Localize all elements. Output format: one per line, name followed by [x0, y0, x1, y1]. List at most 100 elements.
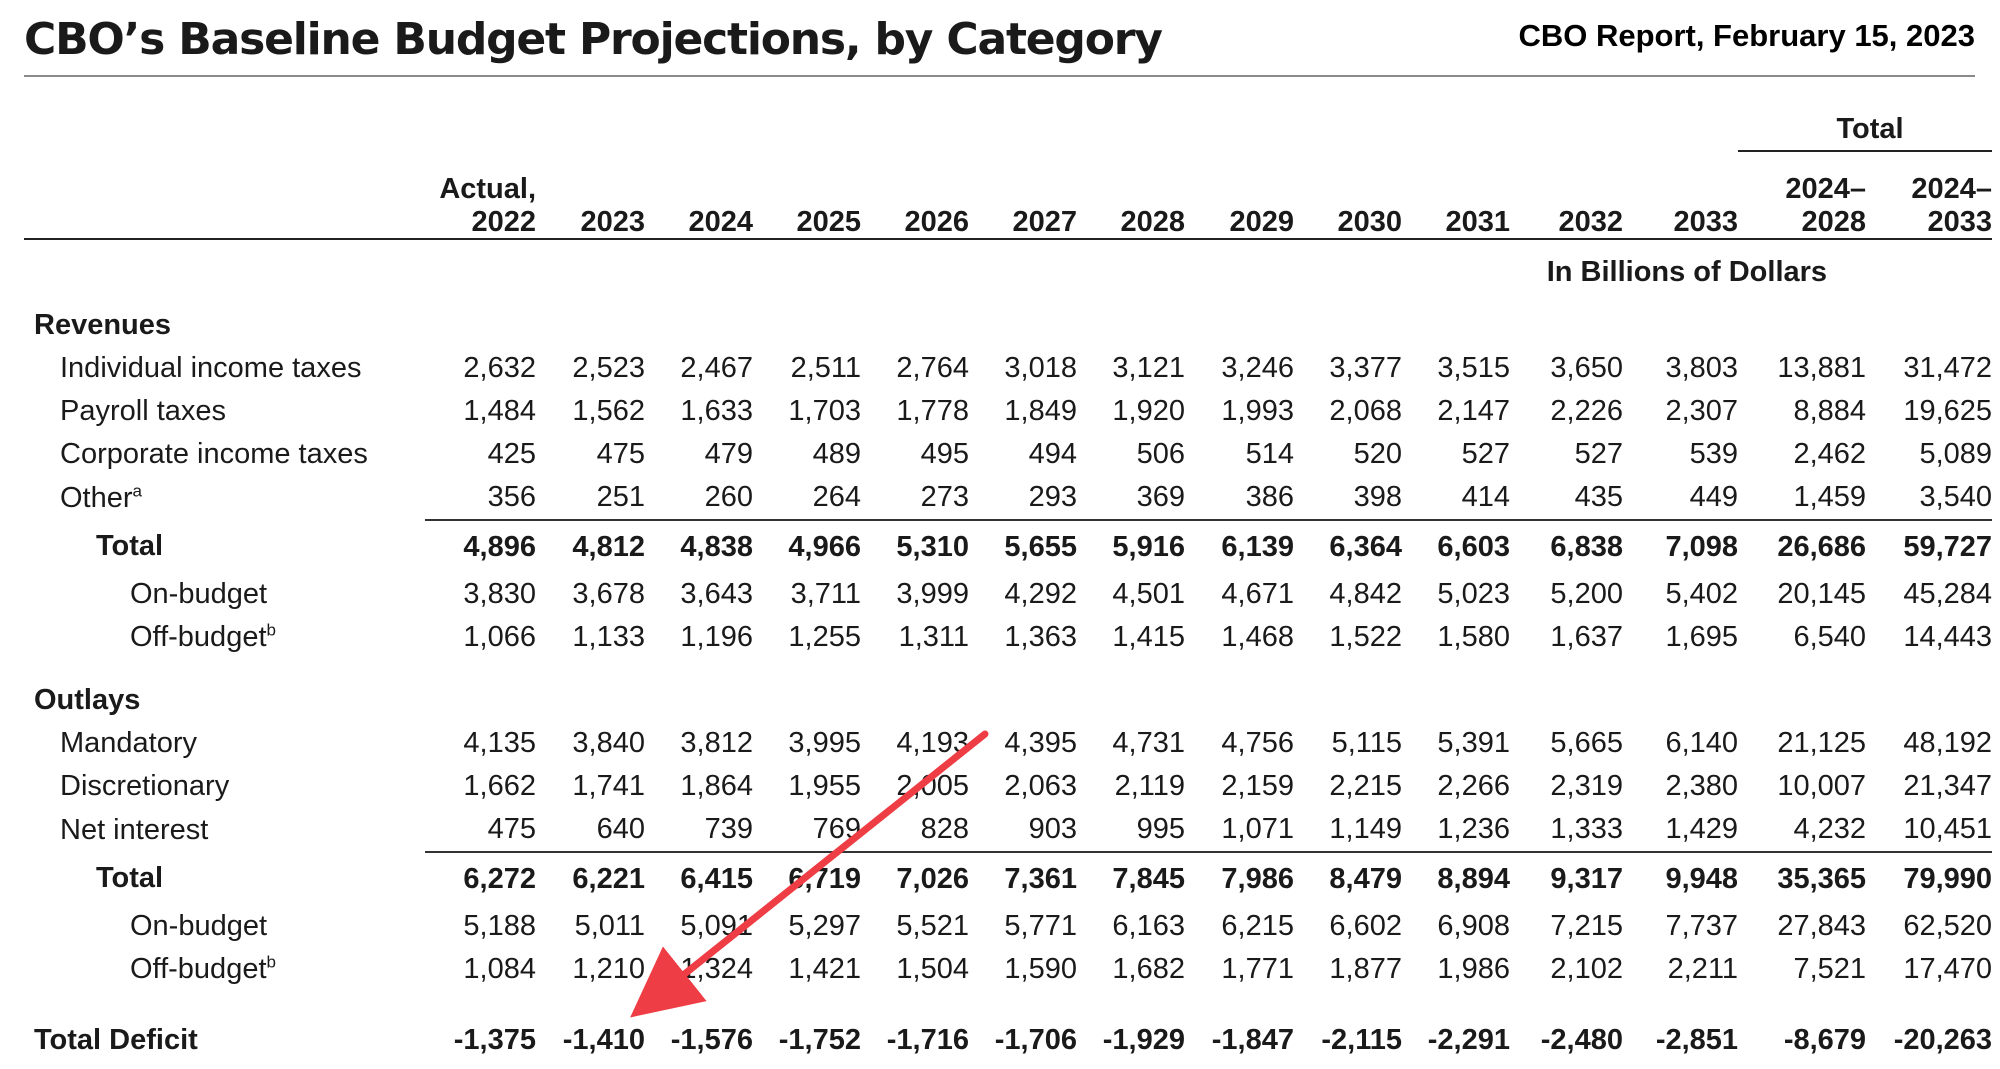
- value-cell: 2,215: [1329, 770, 1402, 802]
- row-label: Total Deficit: [24, 1011, 425, 1069]
- row-label: On-budget: [24, 573, 425, 616]
- value-cell: -1,706: [994, 1023, 1077, 1056]
- year-column-header: 2026: [861, 151, 969, 240]
- row-label: Off-budgetb: [24, 948, 425, 991]
- value-cell: 1,955: [788, 770, 861, 802]
- value-cell: 6,140: [1665, 727, 1739, 759]
- value-cell: 14,443: [1903, 621, 1993, 653]
- value-cell: 1,133: [572, 621, 645, 653]
- value-cell: 59,727: [1866, 519, 1993, 573]
- value-cell: -1,752: [778, 1023, 861, 1056]
- value-cell: 2,226: [1550, 395, 1623, 427]
- value-cell: 539: [1689, 438, 1739, 470]
- value-cell: 6,272: [425, 851, 536, 905]
- value-cell: 264: [812, 481, 861, 513]
- value-cell: 449: [1689, 481, 1739, 513]
- value-cell: 5,200: [1550, 578, 1623, 610]
- value-cell: 1,333: [1550, 813, 1623, 845]
- row-label-text: Other: [60, 481, 133, 514]
- row-label: Net interest: [24, 808, 425, 852]
- value-cell: 3,643: [680, 578, 753, 610]
- value-cell: 1,421: [788, 953, 861, 985]
- value-cell: 5,011: [574, 910, 645, 942]
- revenues-data-row: Payroll taxes 1,484 1,562 1,633 1,703 1,778 1,…: [24, 390, 1992, 433]
- value-cell: 2,147: [1437, 395, 1510, 427]
- value-cell: 2,511: [790, 352, 861, 384]
- value-cell: 21,347: [1903, 770, 1993, 802]
- value-cell: 1,484: [463, 395, 536, 427]
- value-cell: 386: [1245, 481, 1294, 513]
- value-cell: 5,091: [680, 910, 753, 942]
- value-cell: 1,468: [1221, 621, 1294, 653]
- value-cell: -2,115: [1321, 1023, 1402, 1056]
- value-cell: 1,429: [1665, 813, 1739, 845]
- value-cell: 7,215: [1550, 910, 1623, 942]
- value-cell: 26,686: [1738, 519, 1867, 573]
- value-cell: 1,210: [572, 953, 645, 985]
- total-deficit-row: Total Deficit -1,375 -1,410 -1,576 -1,752 -1,…: [24, 1011, 1992, 1069]
- value-cell: 6,540: [1793, 621, 1867, 653]
- value-cell: 2,068: [1329, 395, 1402, 427]
- value-cell: 6,139: [1185, 519, 1294, 573]
- year-column-header: 2029: [1185, 151, 1294, 240]
- value-cell: 5,089: [1919, 438, 1993, 470]
- year-column-header: Actual, 2022: [425, 151, 536, 240]
- revenues-total-row: Total 4,896 4,812 4,838 4,966 5,310 5,655 5,916…: [24, 519, 1993, 573]
- value-cell: 10,451: [1903, 813, 1993, 845]
- total-group-header: Total: [1738, 100, 1993, 152]
- value-cell: 1,741: [572, 770, 645, 802]
- value-cell: 1,682: [1112, 953, 1185, 985]
- footnote-marker: a: [132, 480, 142, 500]
- value-cell: 356: [487, 481, 536, 513]
- value-cell: 6,908: [1437, 910, 1510, 942]
- value-cell: 5,402: [1665, 578, 1739, 610]
- outlays-data-row: Discretionary 1,662 1,741 1,864 1,955 2,005 2,…: [24, 765, 1992, 808]
- value-cell: -1,410: [562, 1023, 645, 1056]
- value-cell: 739: [704, 813, 753, 845]
- row-label: Payroll taxes: [24, 390, 425, 433]
- year-column-header: 2023: [536, 151, 645, 240]
- year-header-row: Actual, 2022 2023 2024 2025 2026 2027 2028 2029 2…: [24, 151, 1993, 240]
- value-cell: 5,771: [1004, 910, 1077, 942]
- value-cell: 31,472: [1903, 352, 1993, 384]
- value-cell: 5,521: [896, 910, 969, 942]
- value-cell: 9,317: [1510, 851, 1623, 905]
- year-header-top: Actual,: [439, 173, 536, 206]
- value-cell: 2,005: [896, 770, 969, 802]
- row-label: Mandatory: [24, 722, 425, 765]
- value-cell: 4,731: [1112, 727, 1185, 759]
- row-label-text: Payroll taxes: [60, 395, 227, 427]
- value-cell: 4,812: [536, 519, 645, 573]
- value-cell: 1,255: [788, 621, 861, 653]
- revenues-data-row: Othera 356 251 260 264 273 293 369 386 398 414 435 4…: [24, 476, 1992, 520]
- value-cell: 369: [1136, 481, 1185, 513]
- row-label: Corporate income taxes: [24, 433, 425, 476]
- value-cell: 4,896: [425, 519, 536, 573]
- row-label: Off-budgetb: [24, 616, 425, 659]
- outlays-data-row: Mandatory 4,135 3,840 3,812 3,995 4,193 4,395 4…: [24, 722, 1992, 765]
- value-cell: 251: [596, 481, 645, 513]
- value-cell: 479: [704, 438, 753, 470]
- units-label: In Billions of Dollars: [1546, 255, 1828, 288]
- year-column-header: 2033: [1623, 151, 1739, 240]
- revenues-heading-row: Revenues: [24, 304, 1992, 347]
- value-cell: 1,236: [1437, 813, 1510, 845]
- row-label: Othera: [24, 476, 425, 520]
- value-cell: 273: [920, 481, 969, 513]
- value-cell: 1,771: [1221, 953, 1294, 985]
- value-cell: 21,125: [1777, 727, 1867, 759]
- value-cell: 1,633: [680, 395, 753, 427]
- value-cell: 6,415: [645, 851, 753, 905]
- value-cell: 425: [487, 438, 536, 470]
- value-cell: 527: [1461, 438, 1510, 470]
- value-cell: 48,192: [1903, 727, 1993, 759]
- value-cell: 1,562: [572, 395, 645, 427]
- value-cell: 2,307: [1665, 395, 1739, 427]
- value-cell: 3,121: [1112, 352, 1185, 384]
- value-cell: 1,363: [1004, 621, 1077, 653]
- value-cell: 1,522: [1329, 621, 1402, 653]
- value-cell: 3,812: [680, 727, 753, 759]
- value-cell: 2,462: [1793, 438, 1867, 470]
- value-cell: 5,023: [1437, 578, 1510, 610]
- value-cell: 769: [812, 813, 861, 845]
